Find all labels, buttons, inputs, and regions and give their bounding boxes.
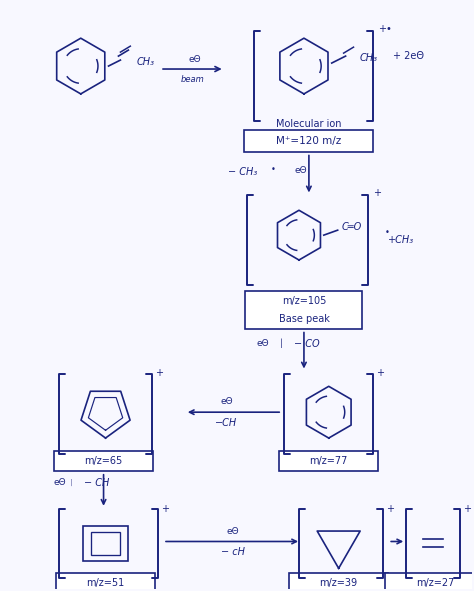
Text: +•: +• <box>378 24 392 34</box>
Text: +: + <box>161 504 169 514</box>
Text: CH₃: CH₃ <box>137 57 155 67</box>
Text: beam: beam <box>181 76 205 85</box>
Bar <box>54 451 153 471</box>
Text: + 2eΘ: + 2eΘ <box>393 51 424 61</box>
Text: m/z=65: m/z=65 <box>84 456 123 466</box>
Text: eΘ: eΘ <box>256 339 269 348</box>
Text: m/z=51: m/z=51 <box>86 578 125 588</box>
Text: − CH₃: − CH₃ <box>228 167 257 177</box>
Bar <box>91 532 120 554</box>
Text: eΘ: eΘ <box>226 527 239 535</box>
Text: m/z=39: m/z=39 <box>319 578 358 588</box>
Bar <box>245 129 374 151</box>
Bar <box>83 525 128 561</box>
Text: │: │ <box>69 479 73 486</box>
Text: eΘ: eΘ <box>53 478 66 488</box>
Text: +: + <box>155 368 163 378</box>
Bar <box>279 451 378 471</box>
Text: •: • <box>385 228 390 236</box>
Text: +: + <box>374 189 382 199</box>
Text: − CO: − CO <box>294 339 319 349</box>
Bar <box>56 573 155 591</box>
Text: −CH: −CH <box>216 418 237 428</box>
Text: Base peak: Base peak <box>279 314 329 324</box>
Text: •: • <box>271 165 275 174</box>
Text: +: + <box>386 504 394 514</box>
Text: eΘ: eΘ <box>220 397 233 406</box>
Text: − CH: − CH <box>84 478 109 488</box>
Text: CH₃: CH₃ <box>359 53 377 63</box>
Text: │: │ <box>279 339 283 348</box>
Text: +: + <box>463 504 471 514</box>
Text: m/z=77: m/z=77 <box>310 456 348 466</box>
Text: Molecular ion: Molecular ion <box>276 119 342 129</box>
Text: m/z=27: m/z=27 <box>416 578 454 588</box>
Text: +: + <box>376 368 384 378</box>
Bar <box>246 291 363 329</box>
Text: − cH: − cH <box>220 547 245 557</box>
Text: eΘ: eΘ <box>294 166 307 175</box>
Bar <box>385 573 474 591</box>
Text: M⁺=120 m/z: M⁺=120 m/z <box>276 136 342 145</box>
Text: C═O: C═O <box>342 222 362 232</box>
Text: m/z=105: m/z=105 <box>282 296 326 306</box>
Bar <box>289 573 388 591</box>
Text: eΘ: eΘ <box>189 54 201 64</box>
Text: +CH₃: +CH₃ <box>388 235 414 245</box>
